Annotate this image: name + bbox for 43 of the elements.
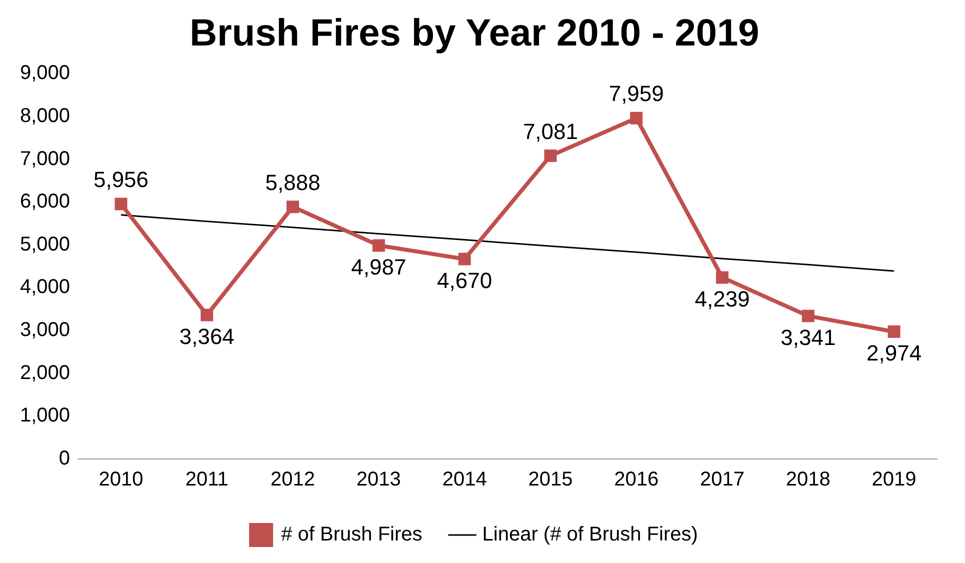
point [630, 112, 643, 124]
data-label: 3,364 [179, 324, 234, 350]
data-label: 5,956 [93, 167, 149, 192]
data-label: 7,081 [522, 118, 578, 144]
point [286, 200, 300, 214]
data-label: 4,987 [351, 254, 406, 280]
x-tick-label: 2013 [356, 468, 401, 491]
legend-label: Linear (# of Brush Fires) [482, 524, 698, 546]
x-tick-label: 2017 [700, 468, 745, 491]
chart-title: Brush Fires by Year 2010 - 2019 [190, 12, 760, 54]
y-tick-label: 0 [58, 448, 70, 470]
point [802, 310, 814, 322]
point [200, 308, 214, 322]
y-tick-label: 9,000 [20, 62, 70, 84]
y-tick-label: 4,000 [20, 276, 70, 298]
data-label: 3,341 [780, 324, 836, 350]
y-tick-label: 3,000 [20, 319, 70, 342]
x-tick-label: 2012 [270, 468, 316, 491]
point [114, 198, 128, 210]
y-tick-label: 2,000 [20, 362, 70, 384]
x-tick-label: 2014 [442, 468, 487, 491]
x-tick-label: 2011 [185, 468, 228, 491]
y-tick-label: 5,000 [20, 233, 70, 256]
y-tick-label: 1,000 [20, 404, 70, 427]
x-tick-label: 2019 [872, 468, 916, 491]
data-label: 5,888 [265, 170, 320, 195]
y-tick-label: 6,000 [20, 190, 70, 213]
point [716, 271, 729, 284]
data-label: 4,670 [437, 268, 492, 294]
x-tick-label: 2016 [614, 468, 659, 491]
x-tick-label: 2015 [528, 468, 573, 491]
point [372, 239, 385, 252]
point [888, 325, 900, 338]
data-label: 4,239 [694, 286, 750, 312]
data-label: 2,974 [866, 340, 922, 366]
legend-label: # of Brush Fires [281, 524, 422, 546]
x-tick-label: 2018 [786, 468, 830, 491]
y-tick-label: 7,000 [20, 148, 70, 170]
point [544, 150, 557, 162]
x-tick-label: 2010 [98, 468, 144, 491]
data-label: 7,959 [608, 81, 664, 106]
y-tick-label: 8,000 [20, 104, 70, 127]
point [458, 252, 471, 266]
